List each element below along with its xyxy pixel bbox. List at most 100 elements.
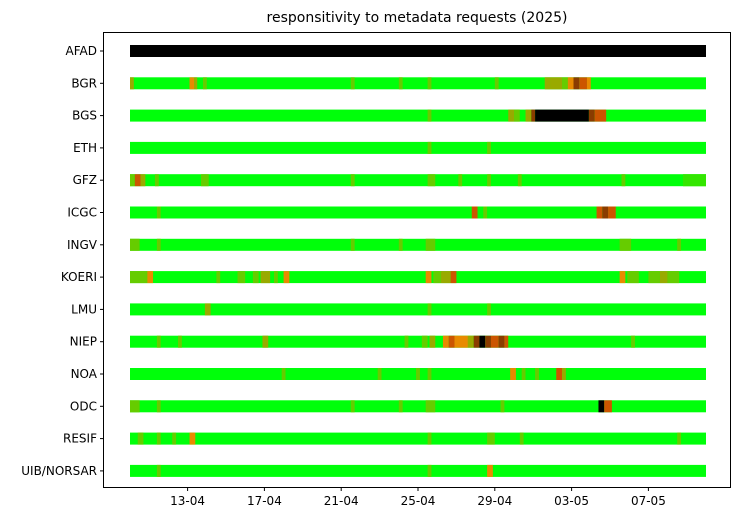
response-segment xyxy=(429,335,436,348)
y-tick-label: ICGC xyxy=(67,206,97,220)
response-segment xyxy=(194,77,198,90)
availability-bar xyxy=(130,400,706,413)
response-segment xyxy=(156,400,161,413)
response-segment xyxy=(156,238,161,251)
response-segment xyxy=(487,174,491,187)
response-segment xyxy=(608,206,616,219)
availability-bar xyxy=(130,174,706,187)
network-row xyxy=(130,271,706,284)
network-row xyxy=(130,335,706,348)
response-segment xyxy=(147,271,154,284)
availability-bar xyxy=(130,206,706,219)
response-segment xyxy=(627,271,639,284)
response-segment xyxy=(350,77,355,90)
response-segment xyxy=(598,400,605,413)
response-segment xyxy=(350,400,355,413)
response-segment xyxy=(508,109,514,122)
response-segment xyxy=(517,174,522,187)
response-segment xyxy=(425,400,436,413)
y-tick-label: LMU xyxy=(71,302,97,316)
response-segment xyxy=(178,335,182,348)
response-segment xyxy=(619,238,632,251)
response-segment xyxy=(283,271,290,284)
x-tick-label: 07-05 xyxy=(631,494,666,508)
response-segment xyxy=(281,368,286,380)
response-segment xyxy=(441,271,451,284)
response-segment xyxy=(433,271,442,284)
response-segment xyxy=(201,174,209,187)
y-tick-label: ETH xyxy=(73,141,97,155)
availability-bar xyxy=(130,432,706,445)
response-segment xyxy=(648,271,660,284)
response-segment xyxy=(427,77,432,90)
response-segment xyxy=(454,335,468,348)
response-segment xyxy=(237,271,246,284)
response-segment xyxy=(156,432,161,445)
response-segment xyxy=(588,109,595,122)
response-segment xyxy=(134,174,141,187)
response-segment xyxy=(427,464,432,477)
response-segment xyxy=(487,464,493,477)
response-segment xyxy=(556,368,562,380)
response-segment xyxy=(130,174,135,187)
response-segment xyxy=(677,432,682,445)
network-row xyxy=(130,174,706,187)
x-axis: 13-04 17-04 21-04 25-04 29-04 03-05 07-05 xyxy=(170,487,666,508)
response-segment xyxy=(130,400,140,413)
response-segment xyxy=(156,335,161,348)
network-row xyxy=(130,141,706,154)
response-segment xyxy=(398,77,403,90)
y-axis: AFAD BGR BGS ETH GFZ ICGC INGV KOERI LMU NIEP NOA O… xyxy=(21,44,104,478)
response-segment xyxy=(525,109,532,122)
network-row xyxy=(130,206,706,219)
response-segment xyxy=(442,335,449,348)
response-segment xyxy=(573,77,580,90)
response-segment xyxy=(562,77,568,90)
response-segment xyxy=(519,432,524,445)
response-segment xyxy=(500,400,505,413)
response-segment xyxy=(677,238,682,251)
y-tick-label: RESIF xyxy=(63,432,97,446)
response-segment xyxy=(667,271,680,284)
response-segment xyxy=(421,335,428,348)
response-segment xyxy=(427,109,432,122)
response-segment xyxy=(631,335,635,348)
response-segment xyxy=(473,335,480,348)
response-segment xyxy=(427,303,432,316)
availability-bar xyxy=(130,238,706,251)
response-segment xyxy=(130,45,706,57)
response-segment xyxy=(416,368,420,380)
y-tick-label: ODC xyxy=(70,399,97,413)
response-segment xyxy=(498,335,505,348)
response-segment xyxy=(535,368,539,380)
y-tick-label: NOA xyxy=(71,367,98,381)
availability-bar xyxy=(130,335,706,348)
response-segment xyxy=(156,206,161,219)
plot-frame xyxy=(103,32,731,488)
availability-bar xyxy=(130,109,706,122)
response-segment xyxy=(154,174,159,187)
response-segment xyxy=(596,206,603,219)
response-segment xyxy=(487,141,491,154)
response-segment xyxy=(140,174,146,187)
response-segment xyxy=(450,271,457,284)
response-segment xyxy=(487,303,491,316)
response-segment xyxy=(425,238,436,251)
response-segment xyxy=(425,271,432,284)
response-segment xyxy=(550,77,562,90)
response-segment xyxy=(510,368,516,380)
response-segment xyxy=(490,335,499,348)
response-segment xyxy=(427,368,432,380)
response-segment xyxy=(137,432,144,445)
response-segment xyxy=(448,335,455,348)
availability-bar xyxy=(130,464,706,477)
response-segment xyxy=(427,174,436,187)
response-segment xyxy=(579,77,587,90)
response-segment xyxy=(471,206,478,219)
response-segment xyxy=(377,368,382,380)
network-row xyxy=(130,400,706,413)
response-segment xyxy=(216,271,221,284)
y-tick-label: KOERI xyxy=(61,270,97,284)
y-tick-label: NIEP xyxy=(70,335,97,349)
